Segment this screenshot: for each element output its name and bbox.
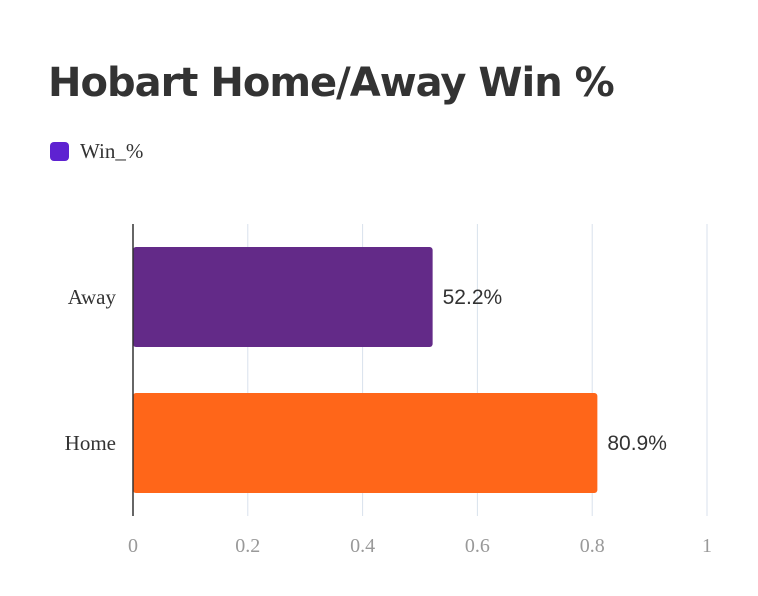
x-tick-labels: 0 0.2 0.4 0.6 0.8 1 [128, 535, 712, 557]
category-labels: Away Home [65, 285, 117, 455]
bars [133, 247, 598, 493]
legend: Win_% [50, 139, 143, 164]
value-label-away: 52.2% [443, 286, 503, 309]
x-tick-label: 0 [128, 535, 138, 557]
x-tick-label: 0.2 [235, 535, 260, 557]
bar-home [133, 393, 598, 493]
value-label-home: 80.9% [607, 432, 667, 455]
legend-swatch [50, 142, 69, 161]
category-label-home: Home [65, 431, 116, 455]
chart-title: Hobart Home/Away Win % [48, 60, 615, 106]
x-tick-label: 0.4 [350, 535, 375, 557]
legend-label: Win_% [80, 139, 144, 163]
value-labels: 52.2% 80.9% [443, 286, 667, 455]
x-tick-label: 0.6 [465, 535, 490, 557]
bar-away [133, 247, 433, 347]
category-label-away: Away [68, 285, 117, 309]
x-tick-label: 1 [702, 535, 712, 557]
x-tick-label: 0.8 [580, 535, 605, 557]
